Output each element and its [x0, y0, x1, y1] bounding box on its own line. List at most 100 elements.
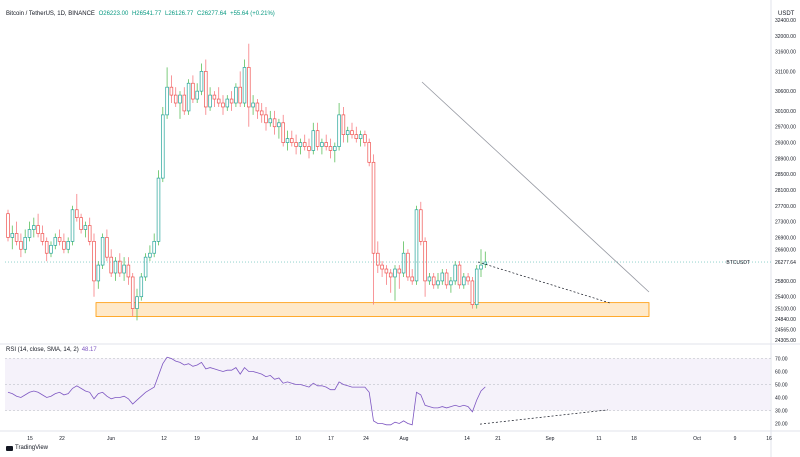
candle-down: [371, 161, 376, 254]
close-value: C26277.64: [197, 11, 227, 17]
candle-down: [384, 268, 389, 274]
candle-down: [272, 118, 277, 128]
rsi-header: RSI (14, close, SMA, 14, 2) 48.17: [6, 347, 97, 353]
time-tick-label: 16: [766, 436, 772, 442]
time-tick-label: Sep: [546, 436, 555, 442]
candle-down: [75, 209, 79, 219]
candle-up: [234, 86, 238, 104]
candle-down: [92, 241, 96, 282]
candle-up: [479, 264, 483, 270]
candle-down: [57, 237, 62, 242]
time-tick-label: Oct: [693, 436, 701, 442]
candle-up: [358, 134, 363, 139]
high-value: H26541.77: [131, 11, 162, 17]
candle-up: [165, 86, 169, 116]
open-value: O26223.00: [98, 11, 129, 17]
candle-down: [191, 82, 195, 100]
time-tick-label: 9: [734, 436, 737, 442]
candle-down: [324, 142, 328, 147]
candle-down: [62, 241, 66, 250]
rsi-tick-label: 40.00: [775, 396, 788, 402]
candle-down: [44, 241, 49, 254]
candle-down: [367, 142, 371, 163]
candle-up: [178, 94, 182, 104]
candle-up: [436, 280, 440, 286]
price-tick-label: 27700.00: [775, 204, 796, 210]
candle-up: [122, 264, 126, 274]
last-price-symbol-label: BTCUSDT: [726, 260, 750, 266]
candle-up: [49, 244, 53, 254]
candle-up: [393, 268, 397, 278]
candle-down: [388, 272, 393, 278]
time-tick-label: Jul: [252, 436, 258, 442]
candle-down: [40, 233, 45, 242]
candle-up: [143, 256, 148, 278]
candle-down: [397, 268, 402, 274]
candle-down: [431, 276, 436, 286]
low-value: L26126.77: [165, 11, 194, 17]
time-tick-label: Jun: [107, 436, 115, 442]
candle-up: [23, 237, 27, 250]
candle-up: [32, 225, 36, 230]
candle-up: [298, 142, 303, 147]
rsi-band-fill: [5, 358, 770, 411]
candle-up: [311, 130, 316, 151]
candle-down: [354, 134, 359, 139]
time-tick-label: 14: [464, 436, 470, 442]
price-tick-label: 29300.00: [775, 141, 796, 147]
candle-up: [199, 71, 204, 92]
rsi-value: 48.17: [81, 347, 97, 353]
candle-up: [333, 146, 337, 151]
candle-up: [277, 122, 281, 128]
rsi-tick-label: 70.00: [775, 357, 788, 363]
candle-down: [423, 241, 427, 282]
rsi-tick-label: 30.00: [775, 409, 788, 415]
candle-up: [70, 209, 75, 242]
candle-down: [216, 98, 221, 104]
candle-down: [259, 110, 264, 116]
tradingview-watermark: TradingView: [15, 445, 49, 451]
candle-up: [66, 241, 70, 250]
price-tick-label: 24840.00: [775, 317, 796, 323]
price-tick-label: 27300.00: [775, 220, 796, 226]
candle-down: [281, 122, 285, 143]
price-tick-label: 28500.00: [775, 172, 796, 178]
price-tick-label: 24305.00: [775, 338, 796, 344]
candle-up: [414, 209, 419, 282]
candle-up: [156, 177, 161, 242]
price-tick-label: 26600.00: [775, 247, 796, 253]
candle-up: [113, 260, 118, 274]
tradingview-logo[interactable]: TradingView: [6, 445, 48, 451]
candle-up: [242, 67, 247, 104]
candle-down: [419, 209, 423, 242]
candle-up: [474, 268, 479, 305]
rsi-dashed-trendline: [479, 409, 609, 425]
candle-down: [328, 146, 333, 151]
candle-down: [221, 102, 225, 108]
candle-down: [247, 67, 251, 108]
candle-down: [302, 142, 307, 147]
time-tick-label: 17: [328, 436, 334, 442]
price-tick-label: 31600.00: [775, 50, 796, 56]
time-tick-label: 15: [27, 436, 33, 442]
candle-down: [79, 217, 83, 230]
price-tick-label: 30600.00: [775, 89, 796, 95]
currency-label[interactable]: USDT: [778, 11, 795, 17]
candle-down: [182, 94, 187, 112]
candle-down: [169, 86, 174, 96]
symbol-title[interactable]: Bitcoin / TetherUS, 1D, BINANCE: [6, 11, 95, 17]
candle-down: [204, 71, 208, 108]
candle-down: [466, 276, 470, 282]
time-tick-label: 22: [59, 436, 65, 442]
candle-down: [6, 213, 10, 238]
candle-up: [208, 94, 212, 108]
candle-up: [10, 233, 15, 238]
candle-up: [161, 114, 165, 179]
candle-up: [53, 237, 58, 246]
descending-trendline: [421, 81, 650, 293]
rsi-label[interactable]: RSI (14, close, SMA, 14, 2): [6, 347, 79, 353]
candle-up: [268, 118, 273, 124]
candle-up: [186, 82, 191, 112]
candle-up: [427, 276, 432, 282]
